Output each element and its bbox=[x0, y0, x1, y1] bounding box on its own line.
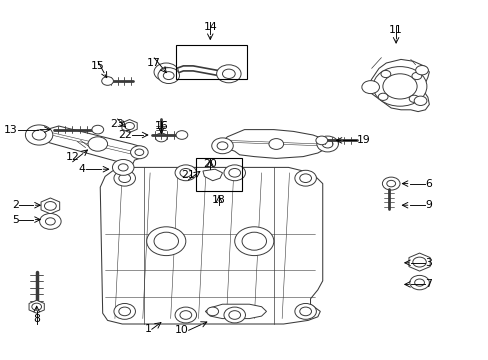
Circle shape bbox=[415, 66, 427, 75]
Circle shape bbox=[411, 72, 421, 80]
Circle shape bbox=[154, 232, 178, 250]
Circle shape bbox=[44, 202, 56, 210]
Circle shape bbox=[224, 165, 245, 181]
Circle shape bbox=[413, 96, 426, 105]
Circle shape bbox=[380, 71, 390, 78]
Circle shape bbox=[294, 303, 316, 319]
Circle shape bbox=[102, 77, 113, 85]
Text: 19: 19 bbox=[356, 135, 370, 145]
Text: 14: 14 bbox=[203, 22, 217, 32]
Polygon shape bbox=[220, 130, 332, 158]
Polygon shape bbox=[203, 169, 222, 181]
Circle shape bbox=[119, 174, 130, 183]
Circle shape bbox=[361, 81, 379, 94]
Circle shape bbox=[386, 180, 395, 187]
Text: 11: 11 bbox=[388, 25, 402, 35]
Circle shape bbox=[45, 218, 55, 225]
Text: 16: 16 bbox=[154, 121, 168, 131]
Text: 3: 3 bbox=[425, 258, 431, 268]
Circle shape bbox=[216, 65, 241, 83]
Circle shape bbox=[124, 122, 134, 130]
Circle shape bbox=[206, 307, 218, 316]
Circle shape bbox=[154, 63, 178, 81]
Circle shape bbox=[32, 130, 46, 140]
Circle shape bbox=[119, 307, 130, 316]
Bar bbox=[195, 158, 242, 191]
Circle shape bbox=[88, 137, 107, 151]
Polygon shape bbox=[37, 126, 144, 166]
Text: 1: 1 bbox=[144, 324, 151, 334]
Text: 22: 22 bbox=[118, 130, 132, 140]
Polygon shape bbox=[122, 120, 137, 132]
Circle shape bbox=[412, 257, 426, 267]
Text: 2: 2 bbox=[12, 200, 19, 210]
Polygon shape bbox=[29, 300, 44, 313]
Circle shape bbox=[114, 303, 135, 319]
Circle shape bbox=[408, 95, 418, 102]
Polygon shape bbox=[205, 304, 266, 319]
Circle shape bbox=[211, 138, 233, 154]
Circle shape bbox=[25, 125, 53, 145]
Circle shape bbox=[130, 146, 148, 159]
Circle shape bbox=[268, 139, 283, 149]
Circle shape bbox=[228, 168, 240, 177]
Text: 23: 23 bbox=[110, 119, 124, 129]
Circle shape bbox=[409, 275, 428, 290]
Text: 5: 5 bbox=[12, 215, 19, 225]
Circle shape bbox=[155, 133, 167, 142]
Circle shape bbox=[315, 136, 327, 145]
Text: 10: 10 bbox=[174, 325, 188, 336]
Circle shape bbox=[112, 159, 134, 175]
Text: 21: 21 bbox=[181, 170, 195, 180]
Circle shape bbox=[180, 311, 191, 319]
Circle shape bbox=[175, 307, 196, 323]
Circle shape bbox=[158, 68, 179, 84]
Circle shape bbox=[32, 303, 41, 310]
Text: 4: 4 bbox=[79, 164, 85, 174]
Text: 13: 13 bbox=[3, 125, 17, 135]
Circle shape bbox=[160, 67, 172, 77]
Circle shape bbox=[322, 140, 332, 148]
Circle shape bbox=[175, 165, 196, 181]
Text: 20: 20 bbox=[203, 159, 217, 169]
Circle shape bbox=[316, 136, 338, 152]
Text: 18: 18 bbox=[212, 195, 225, 205]
Circle shape bbox=[372, 67, 426, 106]
Circle shape bbox=[163, 72, 174, 80]
Text: 7: 7 bbox=[425, 279, 431, 289]
Circle shape bbox=[222, 69, 235, 78]
Circle shape bbox=[217, 142, 227, 150]
Circle shape bbox=[135, 149, 143, 156]
Circle shape bbox=[118, 164, 128, 171]
Circle shape bbox=[378, 93, 387, 100]
Polygon shape bbox=[41, 198, 60, 214]
Circle shape bbox=[299, 174, 311, 183]
Text: 12: 12 bbox=[65, 152, 79, 162]
Polygon shape bbox=[100, 167, 322, 324]
Circle shape bbox=[299, 307, 311, 316]
Circle shape bbox=[414, 279, 424, 286]
Text: 8: 8 bbox=[33, 314, 40, 324]
Text: 6: 6 bbox=[425, 179, 431, 189]
Circle shape bbox=[382, 177, 399, 190]
Circle shape bbox=[92, 125, 103, 134]
Circle shape bbox=[234, 227, 273, 256]
Bar bbox=[176, 45, 246, 79]
Circle shape bbox=[382, 74, 416, 99]
Circle shape bbox=[146, 227, 185, 256]
Text: 9: 9 bbox=[425, 200, 431, 210]
Circle shape bbox=[228, 311, 240, 319]
Circle shape bbox=[114, 170, 135, 186]
Polygon shape bbox=[408, 253, 429, 271]
Text: 17: 17 bbox=[147, 58, 161, 68]
Circle shape bbox=[242, 232, 266, 250]
Polygon shape bbox=[365, 59, 428, 112]
Text: 15: 15 bbox=[91, 61, 104, 71]
Circle shape bbox=[40, 213, 61, 229]
Circle shape bbox=[180, 168, 191, 177]
Circle shape bbox=[176, 131, 187, 139]
Circle shape bbox=[224, 307, 245, 323]
Circle shape bbox=[294, 170, 316, 186]
